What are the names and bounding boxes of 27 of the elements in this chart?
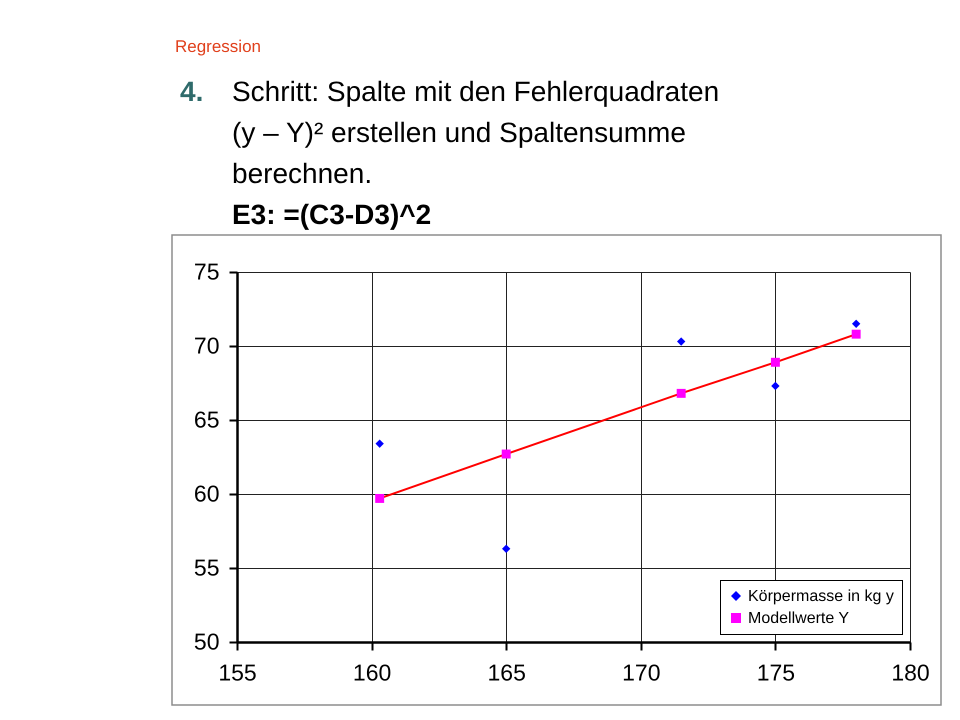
point bbox=[375, 439, 384, 448]
x-tick-label: 165 bbox=[488, 660, 526, 686]
y-tick-label: 55 bbox=[194, 554, 220, 580]
point bbox=[502, 544, 510, 553]
legend-label: Modellwerte Y bbox=[748, 610, 850, 627]
text: E3: =(C3-D3)^2 bbox=[232, 199, 432, 230]
point bbox=[676, 388, 686, 398]
point bbox=[771, 382, 780, 390]
point bbox=[852, 330, 861, 339]
chart-subtitle: 4. Schritt: Spalte mit den Fehlerquadraten (y – Y)² erstellen und Spaltensumme berechnen. bbox=[180, 76, 720, 189]
x-tick-label: 175 bbox=[756, 660, 796, 686]
x-tick-label: 180 bbox=[891, 660, 930, 686]
legend-label: Körpermasse in kg y bbox=[748, 588, 894, 605]
point bbox=[502, 450, 511, 459]
x-tick-label: 155 bbox=[218, 660, 257, 686]
point bbox=[375, 494, 384, 503]
y-tick-label: 70 bbox=[194, 332, 220, 358]
chart-title: Regression bbox=[175, 37, 261, 56]
point bbox=[852, 320, 860, 328]
y-tick-label: 50 bbox=[194, 628, 220, 654]
y-tick-label: 65 bbox=[194, 406, 220, 432]
point bbox=[770, 358, 780, 367]
y-tick-label: 60 bbox=[194, 480, 220, 506]
y-tick-label: 75 bbox=[194, 258, 220, 284]
point bbox=[676, 337, 686, 346]
x-tick-label: 160 bbox=[352, 660, 392, 686]
x-tick-label: 170 bbox=[622, 660, 660, 686]
